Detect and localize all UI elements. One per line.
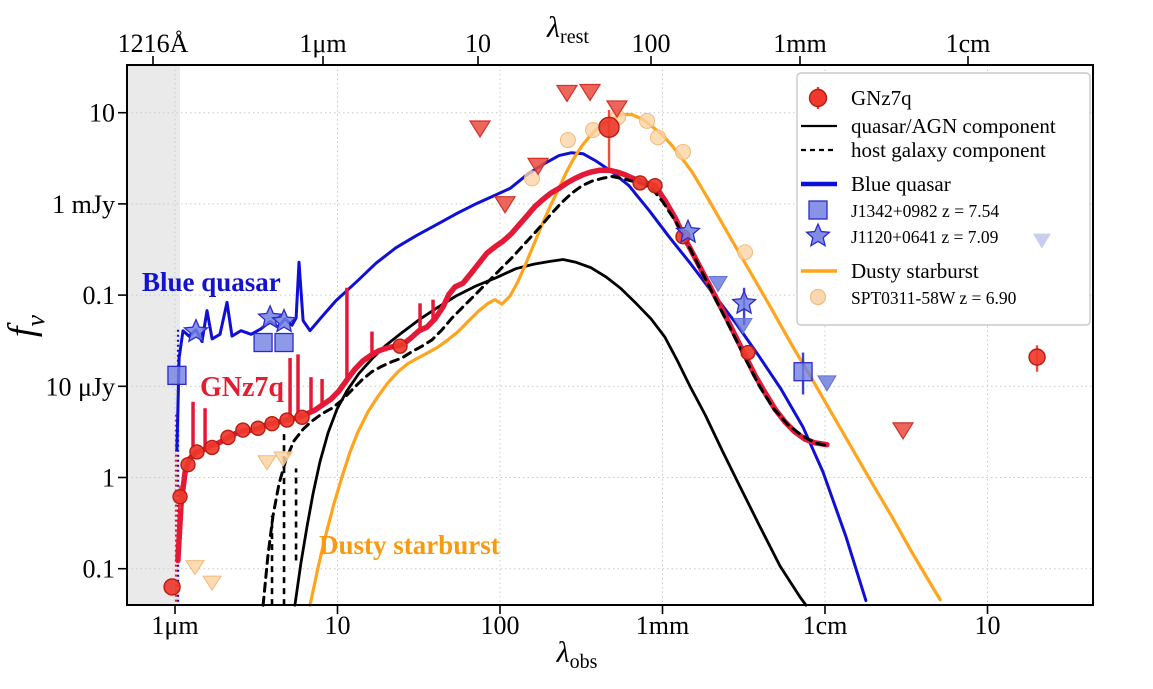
spt0311-upper-limit-triangle bbox=[202, 575, 222, 592]
gnz7q-point bbox=[598, 116, 620, 138]
j1120-point bbox=[257, 304, 284, 329]
legend-marker-red-circle bbox=[808, 88, 828, 108]
x-tick-label: 1cm bbox=[803, 611, 848, 640]
legend bbox=[796, 72, 1091, 326]
gnz7q-point bbox=[1028, 348, 1046, 366]
gnz7q-point bbox=[250, 420, 266, 436]
y-tick-label: 0.1 bbox=[83, 281, 116, 310]
j1342-point bbox=[793, 362, 813, 382]
faded-upper-limit-triangle bbox=[1032, 233, 1051, 249]
spt0311-upper-limit-triangle bbox=[185, 560, 205, 576]
x-top-tick-label: 1mm bbox=[773, 29, 826, 58]
legend-marker-blue-square bbox=[808, 200, 828, 220]
j1120-point bbox=[675, 218, 701, 244]
annotation-gnz7q-label: GNz7q bbox=[200, 372, 284, 403]
legend-label-1: quasar/AGN component bbox=[851, 114, 1056, 138]
spt0311-point bbox=[559, 132, 576, 149]
j1342-point bbox=[253, 332, 273, 353]
spt0311-point bbox=[524, 170, 541, 187]
legend-marker-blue-star bbox=[805, 222, 831, 248]
curve-quasar-agn-component bbox=[293, 258, 808, 607]
legend-label-3: Blue quasar bbox=[851, 172, 951, 196]
x-tick-label: 100 bbox=[481, 611, 520, 640]
x-top-tick-label: 1μm bbox=[299, 29, 346, 58]
legend-label-6: Dusty starburst bbox=[851, 259, 979, 283]
gnz7q-upper-limit-triangle bbox=[578, 83, 602, 102]
gnz7q-upper-limit-triangle bbox=[468, 120, 492, 139]
legend-label-0: GNz7q bbox=[851, 86, 912, 110]
blue-quasar-upper-limit-triangle bbox=[708, 275, 728, 293]
j1120-point bbox=[731, 289, 758, 315]
x-tick-label: 1mm bbox=[636, 611, 689, 640]
gnz7q-point bbox=[163, 578, 181, 596]
shaded-region bbox=[127, 65, 180, 605]
gnz7q-upper-limit-triangle bbox=[605, 100, 629, 119]
x-top-tick-label: 1cm bbox=[946, 29, 991, 58]
y-tick-label: 1 mJy bbox=[52, 190, 115, 219]
gnz7q-upper-limit-triangle bbox=[526, 157, 550, 176]
spt0311-point bbox=[674, 143, 691, 160]
gnz7q-upper-limit-triangle bbox=[891, 422, 915, 441]
spt0311-point bbox=[639, 112, 656, 129]
gnz7q-point bbox=[264, 415, 280, 432]
spt0311-point bbox=[584, 122, 601, 139]
gnz7q-upper-limit-triangle bbox=[555, 84, 579, 103]
blue-quasar-upper-limit-triangle bbox=[817, 375, 837, 392]
j1342-point bbox=[167, 365, 187, 386]
j1342-point bbox=[274, 332, 294, 353]
legend-label-4: J1342+0982 z = 7.54 bbox=[851, 201, 999, 221]
gnz7q-point bbox=[172, 488, 188, 505]
x-axis-title: λobs bbox=[556, 636, 598, 673]
spt0311-upper-limit-triangle bbox=[257, 455, 277, 471]
gnz7q-point bbox=[392, 338, 408, 354]
x-tick-label: 1μm bbox=[151, 611, 198, 640]
y-tick-label: 10 μJy bbox=[45, 372, 115, 401]
plot-frame bbox=[126, 64, 1094, 606]
x-tick-label: 10 bbox=[325, 611, 351, 640]
gnz7q-point bbox=[294, 409, 310, 426]
legend-label-7: SPT0311-58W z = 6.90 bbox=[851, 288, 1017, 308]
gnz7q-point bbox=[189, 444, 205, 460]
legend-marker-peach-circle bbox=[809, 288, 827, 306]
blue-quasar-upper-limit-triangle bbox=[733, 317, 753, 335]
gnz7q-point bbox=[740, 344, 756, 361]
gnz7q-point bbox=[235, 422, 251, 438]
spt0311-point bbox=[649, 129, 666, 146]
x-top-tick-label: 10 bbox=[465, 29, 491, 58]
gnz7q-point bbox=[220, 429, 236, 446]
gnz7q-point bbox=[180, 457, 196, 473]
j1120-point bbox=[271, 307, 298, 333]
spt0311-point bbox=[737, 244, 754, 261]
y-tick-label: 1 bbox=[102, 464, 115, 493]
y-tick-label: 10 bbox=[89, 99, 115, 128]
annotation-blue-quasar-label: Blue quasar bbox=[142, 267, 281, 297]
legend-label-2: host galaxy component bbox=[851, 138, 1046, 162]
gnz7q-point bbox=[632, 175, 648, 191]
gnz7q-upper-limit-triangle bbox=[493, 196, 517, 214]
j1120-point bbox=[182, 317, 209, 343]
curve-host-galaxy-component bbox=[261, 175, 829, 607]
x-top-tick-label: 100 bbox=[632, 29, 671, 58]
gnz7q-point bbox=[647, 177, 663, 194]
annotation-dusty-starburst-label: Dusty starburst bbox=[319, 530, 500, 560]
gnz7q-point bbox=[204, 439, 220, 456]
x-top-axis-title: λrest bbox=[546, 11, 589, 48]
x-tick-label: 10 bbox=[975, 611, 1001, 640]
gnz7q-point bbox=[279, 412, 295, 428]
curve-blue-quasar bbox=[175, 151, 868, 603]
x-top-tick-label: 1216Å bbox=[118, 29, 189, 58]
y-tick-label: 0.1 bbox=[83, 555, 116, 584]
legend-label-5: J1120+0641 z = 7.09 bbox=[851, 227, 999, 247]
spt0311-upper-limit-triangle bbox=[273, 451, 293, 467]
